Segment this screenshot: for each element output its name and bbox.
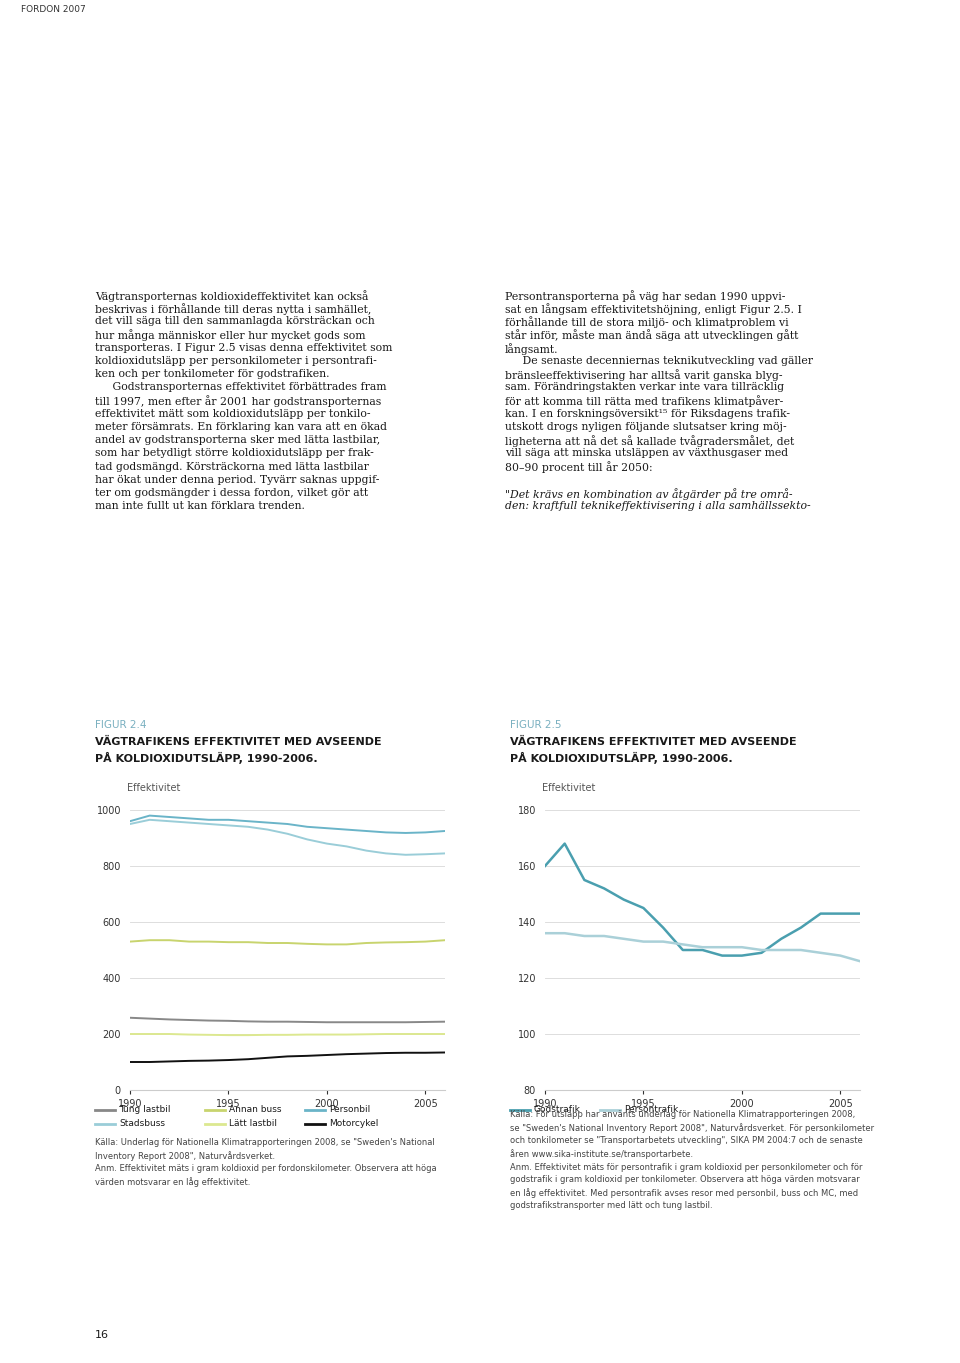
Text: bränsleeffektivisering har alltså varit ganska blyg-: bränsleeffektivisering har alltså varit …	[505, 369, 782, 382]
Text: Effektivitet: Effektivitet	[127, 784, 180, 793]
Text: som har betydligt större koldioxidutsläpp per frak-: som har betydligt större koldioxidutsläp…	[95, 448, 373, 458]
Text: förhållande till de stora miljö- och klimatproblem vi: förhållande till de stora miljö- och kli…	[505, 316, 788, 328]
Text: Vägtransporternas koldioxideffektivitet kan också: Vägtransporternas koldioxideffektivitet …	[95, 290, 369, 301]
Text: långsamt.: långsamt.	[505, 342, 559, 354]
Text: Källa: För utsläpp har använts underlag för Nationella Klimatrapporteringen 2008: Källa: För utsläpp har använts underlag …	[510, 1109, 875, 1210]
Text: PÅ KOLDIOXIDUTSLÄPP, 1990-2006.: PÅ KOLDIOXIDUTSLÄPP, 1990-2006.	[510, 752, 732, 765]
Text: Källa: Underlag för Nationella Klimatrapporteringen 2008, se "Sweden's National
: Källa: Underlag för Nationella Klimatrap…	[95, 1138, 437, 1187]
Text: sat en långsam effektivitetshöjning, enligt Figur 2.5. I: sat en långsam effektivitetshöjning, enl…	[505, 303, 802, 315]
Text: vill säga att minska utsläppen av växthusgaser med: vill säga att minska utsläppen av växthu…	[505, 448, 788, 458]
Text: effektivitet mätt som koldioxidutsläpp per tonkilo-: effektivitet mätt som koldioxidutsläpp p…	[95, 409, 371, 418]
Text: VÄGTRAFIKENS EFFEKTIVITET MED AVSEENDE: VÄGTRAFIKENS EFFEKTIVITET MED AVSEENDE	[95, 737, 382, 747]
Text: andel av godstransporterna sker med lätta lastbilar,: andel av godstransporterna sker med lätt…	[95, 435, 380, 446]
Text: Godstransporternas effektivitet förbättrades fram: Godstransporternas effektivitet förbättr…	[95, 383, 387, 393]
Text: Annan buss: Annan buss	[229, 1105, 281, 1115]
Text: hur många människor eller hur mycket gods som: hur många människor eller hur mycket god…	[95, 330, 366, 341]
Text: transporteras. I Figur 2.5 visas denna effektivitet som: transporteras. I Figur 2.5 visas denna e…	[95, 342, 393, 353]
Text: står inför, måste man ändå säga att utvecklingen gått: står inför, måste man ändå säga att utve…	[505, 330, 799, 341]
Text: för att komma till rätta med trafikens klimatpåver-: för att komma till rätta med trafikens k…	[505, 395, 783, 408]
Text: FIGUR 2.4: FIGUR 2.4	[95, 720, 147, 731]
Text: man inte fullt ut kan förklara trenden.: man inte fullt ut kan förklara trenden.	[95, 502, 305, 511]
Text: 80–90 procent till år 2050:: 80–90 procent till år 2050:	[505, 462, 653, 473]
Text: till 1997, men efter år 2001 har godstransporternas: till 1997, men efter år 2001 har godstra…	[95, 395, 381, 408]
Text: Stadsbuss: Stadsbuss	[119, 1119, 165, 1129]
Text: Effektivitet: Effektivitet	[541, 784, 595, 793]
Text: PÅ KOLDIOXIDUTSLÄPP, 1990-2006.: PÅ KOLDIOXIDUTSLÄPP, 1990-2006.	[95, 752, 318, 765]
Text: Lätt lastbil: Lätt lastbil	[229, 1119, 277, 1129]
Text: har ökat under denna period. Tyvärr saknas uppgif-: har ökat under denna period. Tyvärr sakn…	[95, 474, 379, 485]
Text: ligheterna att nå det så kallade tvågradersmålet, det: ligheterna att nå det så kallade tvågrad…	[505, 435, 794, 447]
Text: Tung lastbil: Tung lastbil	[119, 1105, 171, 1115]
Text: tad godsmängd. Körsträckorna med lätta lastbilar: tad godsmängd. Körsträckorna med lätta l…	[95, 462, 369, 472]
Text: Persontransporterna på väg har sedan 1990 uppvi-: Persontransporterna på väg har sedan 199…	[505, 290, 785, 301]
Text: Motorcykel: Motorcykel	[329, 1119, 378, 1129]
Text: FIGUR 2.5: FIGUR 2.5	[510, 720, 562, 731]
Text: VÄGTRAFIKENS EFFEKTIVITET MED AVSEENDE: VÄGTRAFIKENS EFFEKTIVITET MED AVSEENDE	[510, 737, 797, 747]
Text: den: kraftfull teknikeffektivisering i alla samhällssekto-: den: kraftfull teknikeffektivisering i a…	[505, 502, 810, 511]
Text: det vill säga till den sammanlagda körsträckan och: det vill säga till den sammanlagda körst…	[95, 316, 374, 326]
Text: kan. I en forskningsöversikt¹⁵ för Riksdagens trafik-: kan. I en forskningsöversikt¹⁵ för Riksd…	[505, 409, 790, 418]
Text: beskrivas i förhållande till deras nytta i samhället,: beskrivas i förhållande till deras nytta…	[95, 303, 372, 315]
Text: Persontrafik: Persontrafik	[624, 1105, 679, 1115]
Text: Personbil: Personbil	[329, 1105, 371, 1115]
Text: FORDON 2007: FORDON 2007	[21, 4, 85, 14]
Text: meter försämrats. En förklaring kan vara att en ökad: meter försämrats. En förklaring kan vara…	[95, 423, 387, 432]
Text: ter om godsmängder i dessa fordon, vilket gör att: ter om godsmängder i dessa fordon, vilke…	[95, 488, 368, 497]
Text: "Det krävs en kombination av åtgärder på tre områ-: "Det krävs en kombination av åtgärder på…	[505, 488, 793, 500]
Text: utskott drogs nyligen följande slutsatser kring möj-: utskott drogs nyligen följande slutsatse…	[505, 423, 786, 432]
Text: De senaste decenniernas teknikutveckling vad gäller: De senaste decenniernas teknikutveckling…	[505, 356, 813, 367]
Text: ken och per tonkilometer för godstrafiken.: ken och per tonkilometer för godstrafike…	[95, 369, 329, 379]
Text: koldioxidutsläpp per personkilometer i persontrafi-: koldioxidutsläpp per personkilometer i p…	[95, 356, 376, 367]
Text: 16: 16	[95, 1330, 109, 1340]
Text: sam. Förändringstakten verkar inte vara tillräcklig: sam. Förändringstakten verkar inte vara …	[505, 383, 784, 393]
Text: Godstrafik: Godstrafik	[534, 1105, 581, 1115]
